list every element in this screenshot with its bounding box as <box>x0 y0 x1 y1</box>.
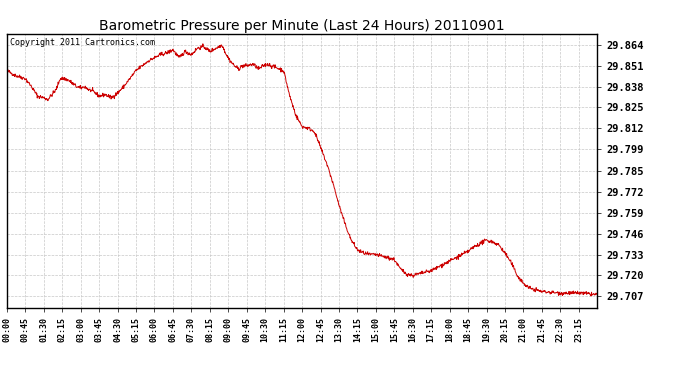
Title: Barometric Pressure per Minute (Last 24 Hours) 20110901: Barometric Pressure per Minute (Last 24 … <box>99 19 504 33</box>
Text: Copyright 2011 Cartronics.com: Copyright 2011 Cartronics.com <box>10 38 155 47</box>
